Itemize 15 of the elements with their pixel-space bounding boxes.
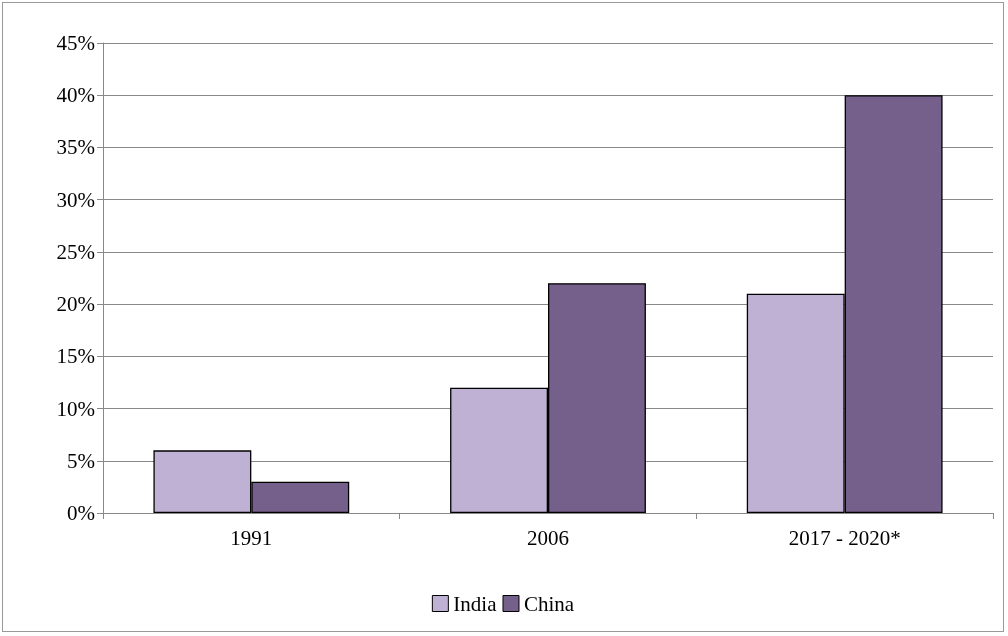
y-tick-label: 10% — [56, 396, 95, 421]
y-tick-label: 45% — [56, 31, 95, 55]
legend-label: India — [453, 591, 498, 616]
y-tick-label: 40% — [56, 83, 95, 108]
y-tick-label: 20% — [56, 292, 95, 317]
x-tick-label: 2017 - 2020* — [788, 525, 901, 550]
y-tick-label: 25% — [56, 239, 95, 264]
legend-label: China — [523, 591, 575, 616]
y-tick-label: 0% — [67, 501, 95, 525]
y-tick-label: 15% — [56, 344, 95, 369]
x-tick-label: 1991 — [230, 525, 273, 550]
y-tick-label: 30% — [56, 187, 95, 212]
y-tick-label: 35% — [56, 135, 95, 160]
x-tick-label: 2006 — [527, 525, 569, 550]
y-tick-label: 5% — [67, 448, 95, 473]
